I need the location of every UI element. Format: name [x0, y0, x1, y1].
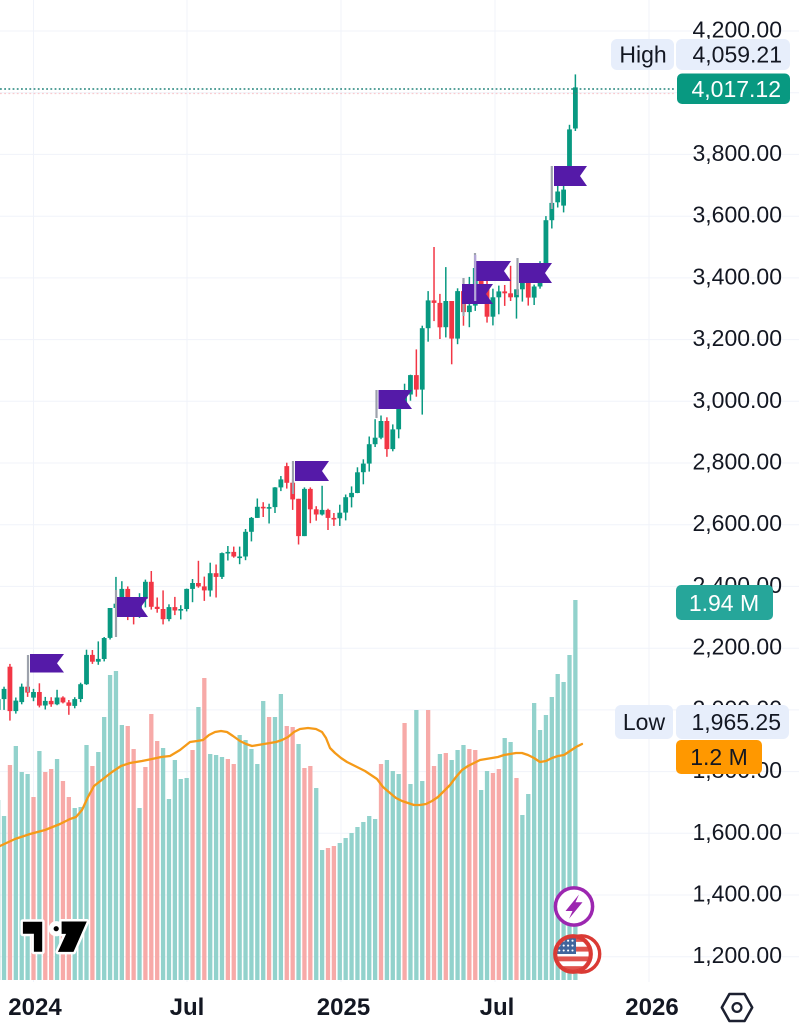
svg-text:1.94 M: 1.94 M [689, 590, 759, 616]
svg-text:3,800.00: 3,800.00 [692, 140, 782, 166]
svg-text:Jul: Jul [170, 994, 205, 1021]
svg-text:2026: 2026 [625, 994, 678, 1021]
svg-text:High: High [619, 42, 666, 68]
svg-text:2,200.00: 2,200.00 [692, 634, 782, 660]
svg-text:3,400.00: 3,400.00 [692, 263, 782, 289]
svg-text:Jul: Jul [480, 994, 515, 1021]
svg-text:1,200.00: 1,200.00 [692, 942, 782, 968]
svg-text:1,965.25: 1,965.25 [691, 709, 781, 735]
svg-text:2,600.00: 2,600.00 [692, 510, 782, 536]
svg-text:3,200.00: 3,200.00 [692, 325, 782, 351]
svg-text:2024: 2024 [8, 994, 62, 1021]
svg-text:Low: Low [623, 709, 666, 735]
svg-text:1,400.00: 1,400.00 [692, 881, 782, 907]
svg-text:4,059.21: 4,059.21 [692, 42, 782, 68]
svg-text:2,800.00: 2,800.00 [692, 449, 782, 475]
svg-text:1,600.00: 1,600.00 [692, 819, 782, 845]
svg-text:4,200.00: 4,200.00 [692, 17, 782, 43]
svg-text:1.2 M: 1.2 M [690, 744, 748, 770]
svg-text:2025: 2025 [317, 994, 370, 1021]
svg-text:3,000.00: 3,000.00 [692, 387, 782, 413]
svg-text:3,600.00: 3,600.00 [692, 202, 782, 228]
svg-text:4,017.12: 4,017.12 [691, 76, 781, 102]
